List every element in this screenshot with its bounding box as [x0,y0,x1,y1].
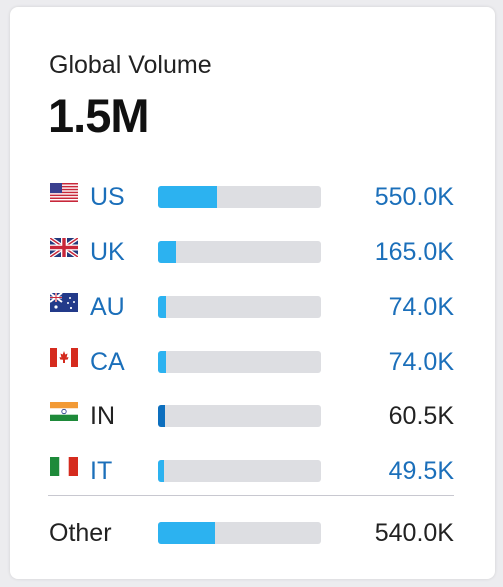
volume-bar-fill [158,296,167,318]
ca-flag-icon [50,348,78,367]
country-row-au: AU 74.0K [10,287,495,327]
divider [48,495,454,496]
volume-value-uk[interactable]: 165.0K [374,238,454,266]
volume-bar-fill [158,351,167,373]
country-link-au[interactable]: AU [90,293,125,321]
volume-bar [158,296,321,318]
other-row: Other 540.0K [10,513,495,553]
volume-value-in: 60.5K [388,402,454,430]
global-volume-total: 1.5M [48,89,149,142]
country-link-it[interactable]: IT [90,457,113,485]
uk-flag-icon [48,236,80,259]
global-volume-label: Global Volume [49,51,212,79]
country-row-ca: CA 74.0K [10,342,495,382]
volume-value-it[interactable]: 49.5K [388,457,454,485]
volume-bar [158,405,321,427]
other-bar-fill [158,522,216,544]
au-flag-icon [49,292,78,312]
in-flag-icon [50,402,78,421]
volume-bar-fill [158,460,165,482]
country-row-us: US 550.0K [10,177,495,217]
volume-bar-fill [158,241,176,263]
country-row-in: IN 60.5K [10,396,495,436]
us-flag-icon [50,183,78,202]
volume-bar-fill [158,186,217,208]
country-link-in: IN [90,402,115,430]
volume-bar [158,351,321,373]
volume-value-ca[interactable]: 74.0K [388,348,454,376]
other-value: 540.0K [374,519,454,547]
country-link-us[interactable]: US [90,183,125,211]
other-bar [158,522,321,544]
global-volume-card: Global Volume 1.5M US 550.0K UK 165.0K AU 74.… [10,7,495,579]
volume-value-us[interactable]: 550.0K [374,183,454,211]
country-row-uk: UK 165.0K [10,232,495,272]
country-link-ca[interactable]: CA [90,348,125,376]
volume-bar [158,241,321,263]
it-flag-icon [50,457,78,476]
volume-value-au[interactable]: 74.0K [388,293,454,321]
country-row-it: IT 49.5K [10,451,495,491]
volume-bar [158,460,321,482]
country-link-uk[interactable]: UK [90,238,125,266]
other-label: Other [49,519,112,547]
volume-bar [158,186,321,208]
volume-bar-fill [158,405,165,427]
